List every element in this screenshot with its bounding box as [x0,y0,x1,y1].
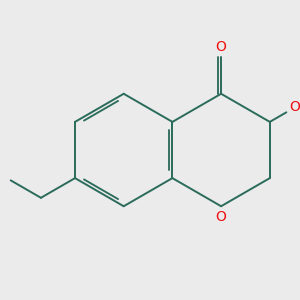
Text: O: O [216,40,226,54]
Text: O: O [290,100,300,114]
Text: O: O [216,210,226,224]
